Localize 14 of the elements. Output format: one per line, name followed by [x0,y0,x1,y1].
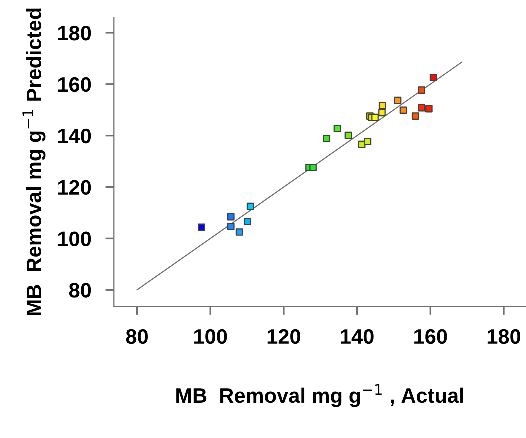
x-tick-label: 160 [414,329,448,344]
x-tick-label: 80 [126,329,148,344]
y-axis-title: MB Removal mg g$^{−1}$ Predicted [22,8,46,316]
y-tick-label: 100 [58,232,92,246]
x-tick-label: 120 [268,329,300,344]
y-tick-label: 160 [58,77,92,92]
x-axis-title: MB Removal mg g$^{−1}$ , Actual [176,384,464,408]
x-tick-label: 180 [488,329,521,344]
x-tick-label: 140 [341,329,374,344]
y-tick-label: 140 [58,128,92,144]
y-tick-label: 180 [58,26,92,41]
y-tick-label: 80 [69,283,92,298]
y-tick-label: 120 [58,180,92,196]
x-tick-label: 100 [194,329,228,344]
